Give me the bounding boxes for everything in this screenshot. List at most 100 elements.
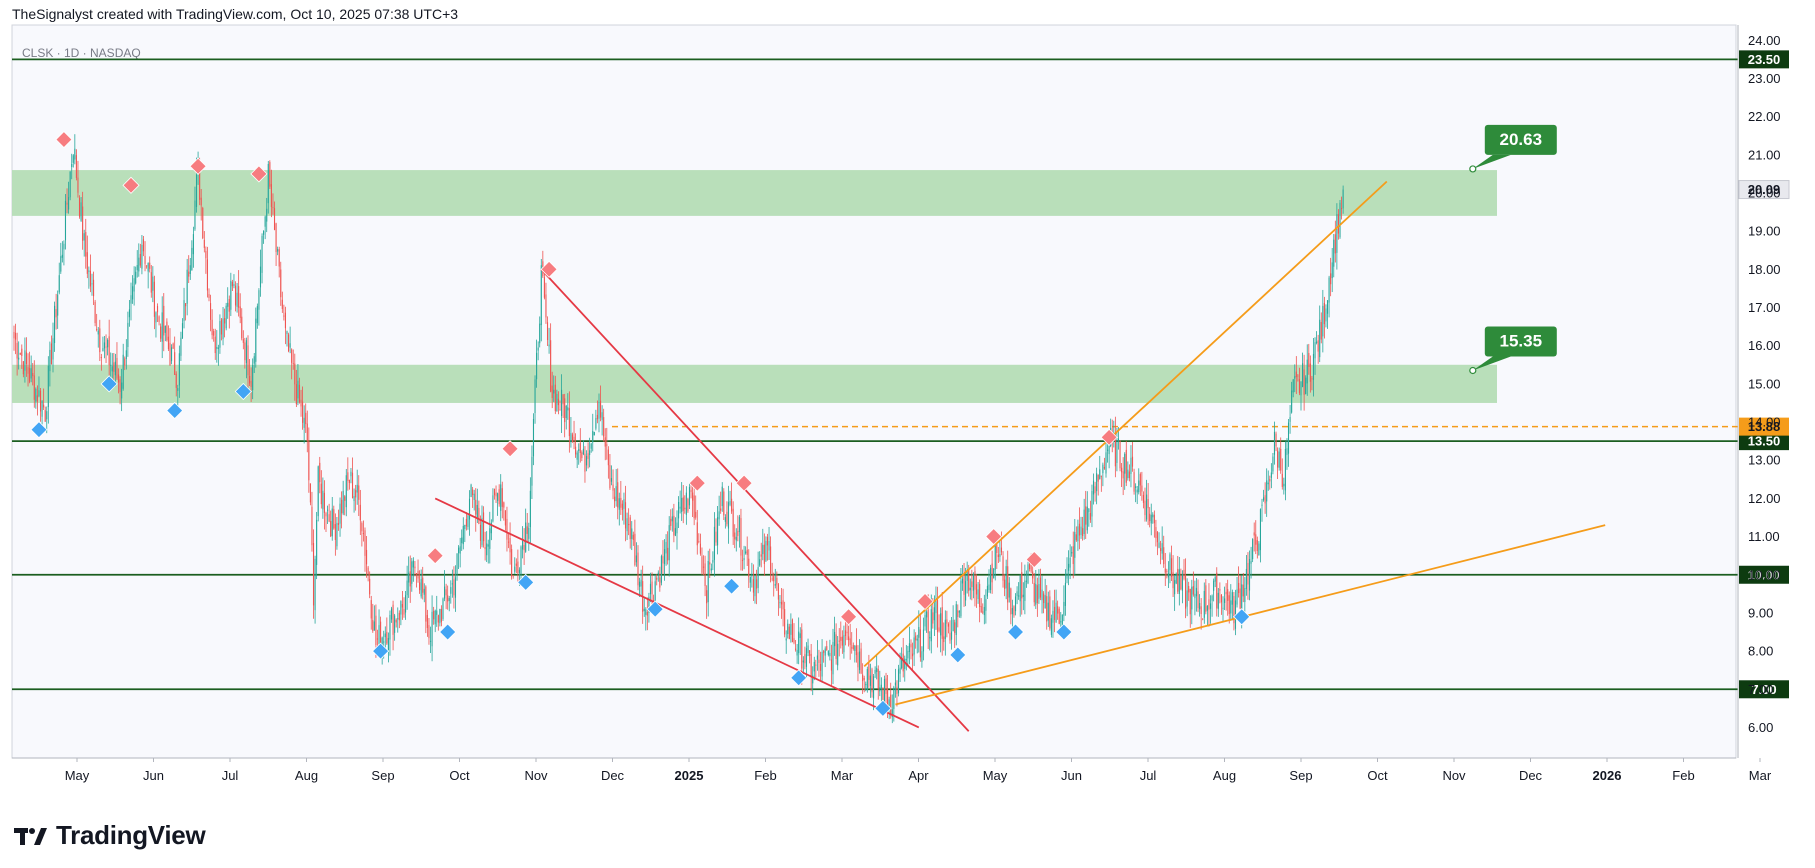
candle-body (581, 452, 583, 459)
candle-body (1270, 472, 1272, 478)
candle-body (127, 322, 129, 347)
time-tick-label: Sep (1289, 768, 1312, 783)
candle-body (1337, 214, 1339, 234)
candle-body (1075, 534, 1077, 541)
candle-body (543, 277, 545, 298)
candle-body (1292, 379, 1294, 393)
candle-body (971, 581, 973, 588)
time-tick-label: 2025 (675, 768, 704, 783)
candle-body (60, 256, 62, 272)
candle-body (1266, 480, 1268, 502)
candle-body (893, 687, 895, 709)
candle-body (322, 490, 324, 510)
candle-body (637, 552, 639, 586)
candle-body (1097, 474, 1099, 482)
candle-body (966, 570, 968, 581)
candle-body (1063, 601, 1065, 616)
candle-body (1130, 457, 1132, 475)
level-badge-label: 7.00 (1751, 682, 1776, 697)
swing-low-marker (1233, 608, 1251, 626)
candle-body (791, 619, 793, 643)
candle-body (64, 200, 67, 241)
candle-body (961, 578, 964, 584)
candle-body (405, 595, 407, 613)
candle-body (116, 357, 118, 379)
candle-body (837, 643, 839, 666)
candle-body (111, 366, 113, 372)
candle-body (258, 290, 260, 310)
candle-body (1119, 440, 1121, 469)
candle-body (225, 305, 227, 329)
price-tick-label: 16.00 (1748, 338, 1781, 353)
candle-body (444, 586, 446, 599)
candle-body (189, 265, 191, 274)
candle-body (821, 651, 823, 677)
swing-low-marker (30, 421, 48, 439)
candle-body (985, 599, 987, 611)
candle-body (325, 513, 327, 517)
candle-body (679, 506, 681, 509)
candle-body (267, 163, 269, 204)
candle-body (306, 423, 308, 442)
candle-body (926, 611, 928, 618)
candle-body (582, 448, 584, 455)
candle-body (355, 490, 357, 498)
candle-body (372, 620, 374, 632)
candle-body (868, 663, 870, 680)
candle-body (18, 357, 20, 360)
candle-body (136, 265, 138, 271)
candle-body (128, 309, 130, 318)
callout-label: 20.63 (1500, 130, 1543, 149)
candle-body (119, 379, 121, 392)
candle-body (1047, 602, 1049, 621)
candle-body (965, 581, 967, 601)
candle-body (303, 417, 305, 428)
candle-body (623, 499, 625, 509)
axes: 6.00 7.00 8.00 9.00 10.00 11.00 12.00 13.00 14.0… (12, 25, 1781, 783)
candle-body (819, 663, 822, 671)
candle-body (993, 568, 995, 579)
time-tick-label: Feb (1672, 768, 1694, 783)
candle-body (891, 709, 893, 717)
candle-body (58, 275, 60, 293)
candle-body (501, 488, 503, 507)
level-badge (1739, 432, 1789, 451)
candle-body (735, 536, 737, 541)
swing-low-marker (517, 573, 535, 591)
candle-body (657, 572, 659, 575)
candle-body (957, 610, 959, 617)
candle-body (723, 491, 725, 516)
candle-body (1320, 322, 1322, 340)
candle-body (255, 318, 257, 362)
level-badge (1739, 50, 1789, 69)
candle-body (919, 629, 921, 658)
candle-body (554, 384, 556, 412)
candle-body (932, 612, 934, 624)
candle-body (854, 645, 856, 651)
candle-body (982, 611, 984, 613)
candle-body (855, 645, 857, 656)
candle-body (1177, 568, 1179, 592)
candle-body (1264, 495, 1266, 504)
candle-body (1030, 563, 1032, 572)
candle-body (102, 348, 104, 352)
candle-body (147, 262, 149, 272)
candle-body (403, 608, 405, 615)
candle-body (1217, 592, 1219, 609)
candle-body (345, 475, 347, 508)
candle-body (82, 206, 84, 241)
candle-body (1064, 582, 1066, 606)
candle-body (869, 675, 871, 686)
candle-body (929, 637, 931, 639)
candle-body (1308, 353, 1310, 367)
candle-body (83, 233, 85, 241)
candle-body (1277, 450, 1279, 468)
price-tick-label: 24.00 (1748, 33, 1781, 48)
candle-body (327, 509, 329, 511)
candle-body (838, 640, 840, 642)
candle-body (178, 353, 180, 386)
time-tick-label: Aug (1213, 768, 1236, 783)
candle-body (334, 524, 336, 540)
candle-body (78, 197, 81, 217)
